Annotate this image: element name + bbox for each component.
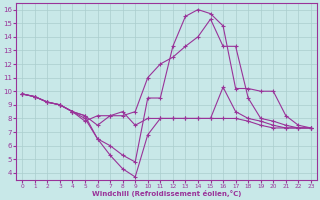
X-axis label: Windchill (Refroidissement éolien,°C): Windchill (Refroidissement éolien,°C) (92, 190, 241, 197)
